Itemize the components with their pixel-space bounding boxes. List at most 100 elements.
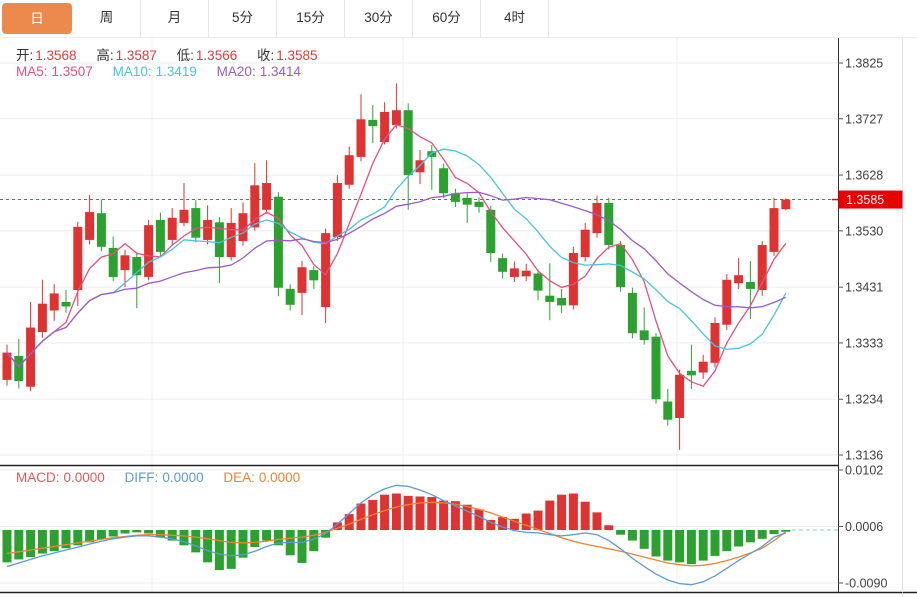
tab-week[interactable]: 周 (73, 0, 141, 37)
price-tick-label: 1.3431 (845, 281, 883, 295)
macd-bar (108, 530, 118, 537)
dea-label: DEA: (223, 470, 255, 485)
price-tick-label: 1.3234 (845, 393, 883, 407)
close-value: 1.3585 (276, 48, 318, 63)
price-tick-label: 1.3136 (845, 449, 883, 463)
macd-bar (769, 530, 779, 535)
macd-bar (61, 530, 71, 549)
macd-bar (14, 530, 24, 560)
macd-bar (698, 530, 708, 561)
macd-bar (2, 530, 12, 563)
ma5-value: 1.3507 (51, 64, 93, 79)
macd-bar (132, 530, 142, 533)
tab-60min[interactable]: 60分 (413, 0, 481, 37)
macd-bar (722, 530, 732, 552)
macd-bar (49, 530, 59, 552)
open-value: 1.3568 (35, 48, 77, 63)
ma5-label: MA5: (16, 64, 48, 79)
macd-bar (273, 530, 283, 546)
macd-bar (37, 530, 47, 554)
macd-bar (781, 530, 791, 532)
macd-bar (297, 530, 307, 563)
tab-30min[interactable]: 30分 (345, 0, 413, 37)
macd-bar (557, 494, 567, 530)
macd-bar (415, 496, 425, 530)
macd-bar (191, 530, 201, 553)
timeframe-tabbar: 日 周 月 5分 15分 30分 60分 4时 (0, 0, 917, 38)
high-value: 1.3587 (115, 48, 157, 63)
macd-bar (474, 509, 484, 530)
macd-bar (757, 530, 767, 539)
macd-bar (179, 530, 189, 546)
tab-5min[interactable]: 5分 (209, 0, 277, 37)
high-label: 高: (96, 48, 114, 63)
price-tick-label: 1.3727 (845, 112, 883, 126)
macd-bar (734, 530, 744, 547)
macd-tick-label: 0.0102 (845, 463, 883, 477)
macd-bar (486, 519, 496, 530)
macd-bar (498, 517, 508, 530)
macd-bar (203, 530, 213, 563)
tab-15min[interactable]: 15分 (277, 0, 345, 37)
ma20-label: MA20: (216, 64, 256, 79)
ma20-value: 1.3414 (259, 64, 301, 79)
ma10-line (6, 148, 787, 368)
ma10-value: 1.3419 (155, 64, 197, 79)
diff-line (6, 484, 787, 586)
ma5-line (6, 123, 787, 387)
macd-bar (439, 500, 449, 530)
macd-bar (380, 494, 390, 530)
macd-bar (509, 518, 519, 530)
ma10-label: MA10: (112, 64, 152, 79)
macd-bar (462, 504, 472, 530)
macd-bar (745, 530, 755, 543)
macd-bar: MACD: 0.0000 DIFF: 0.0000 DEA: 0.0000 (16, 470, 316, 485)
low-label: 低: (176, 48, 194, 63)
last-price-badge: 1.3585 (832, 190, 903, 209)
diff-label: DIFF: (124, 470, 159, 485)
tab-4hour[interactable]: 4时 (481, 0, 549, 37)
tab-day[interactable]: 日 (2, 3, 72, 34)
macd-bar (686, 530, 696, 565)
macd-bar (604, 525, 614, 530)
macd-bar (391, 493, 401, 530)
macd-bar (427, 497, 437, 530)
open-label: 开: (16, 48, 34, 63)
macd-bar (250, 530, 260, 548)
macd-bar (144, 530, 154, 534)
macd-bar (616, 530, 626, 535)
macd-bar (639, 530, 649, 549)
macd-bar (85, 530, 95, 543)
macd-bar (226, 530, 236, 569)
macd-bar (651, 530, 661, 557)
macd-bar (356, 503, 366, 530)
macd-bar (533, 510, 543, 530)
price-tick-label: 1.3530 (845, 224, 883, 238)
macd-bar (663, 530, 673, 561)
dea-value: 0.0000 (258, 470, 301, 485)
tab-month[interactable]: 月 (141, 0, 209, 37)
price-axis: 1.3825 1.3727 1.3628 1.3530 1.3431 1.3333 1.32… (838, 57, 883, 463)
macd-tick-label: 0.0006 (845, 520, 883, 534)
macd-bar (545, 500, 555, 530)
macd-bar (344, 514, 354, 530)
quote-bar: 开: 1.3568 高: 1.3587 低: 1.3566 收: 1.3585 (16, 44, 334, 64)
macd-bar (332, 522, 342, 530)
close-label: 收: (256, 48, 275, 63)
axes (0, 38, 917, 594)
macd-bar (309, 530, 319, 552)
macd-bar (120, 530, 130, 534)
diff-value: 0.0000 (162, 470, 204, 485)
candlestick-series (2, 83, 791, 450)
macd-bar (26, 530, 36, 558)
macd-tick-label: -0.0090 (845, 576, 887, 590)
macd-bar (262, 530, 272, 541)
macd-bar (675, 530, 685, 563)
price-tick-label: 1.3333 (845, 336, 883, 350)
macd-bar (155, 530, 165, 538)
macd-bar (214, 530, 224, 571)
macd-bar (96, 530, 106, 540)
macd-axis: 0.0102 0.0006 -0.0090 (838, 463, 887, 590)
macd-label: MACD: (16, 470, 60, 485)
